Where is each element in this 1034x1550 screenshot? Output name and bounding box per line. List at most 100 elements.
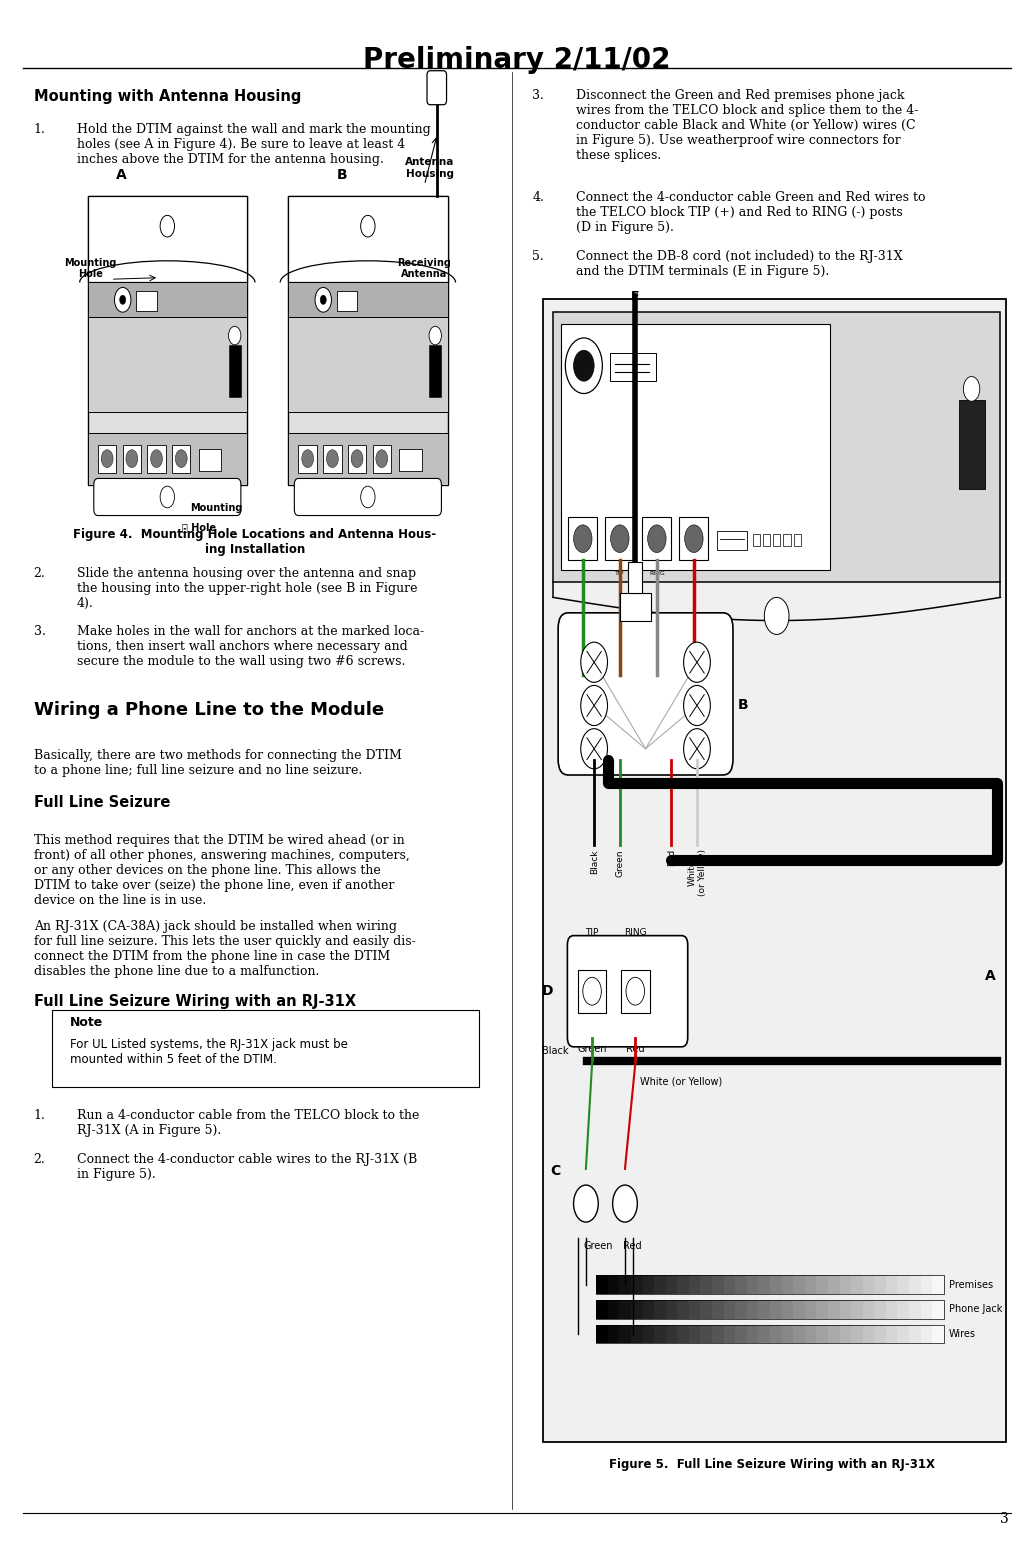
Bar <box>619 1300 631 1319</box>
Circle shape <box>327 449 338 468</box>
Circle shape <box>429 327 442 344</box>
Bar <box>712 1300 724 1319</box>
Bar <box>642 1276 655 1294</box>
Text: RED: RED <box>695 763 719 772</box>
FancyBboxPatch shape <box>295 479 442 516</box>
Bar <box>875 1300 886 1319</box>
Text: TIP: TIP <box>578 564 587 570</box>
Text: GRN: GRN <box>573 763 598 772</box>
Text: 3: 3 <box>1000 1511 1008 1525</box>
Bar <box>677 1276 689 1294</box>
Text: RING: RING <box>686 564 702 570</box>
Text: 2.: 2. <box>34 1153 45 1167</box>
FancyBboxPatch shape <box>288 195 448 282</box>
Bar <box>677 1325 689 1344</box>
FancyBboxPatch shape <box>98 445 117 473</box>
FancyBboxPatch shape <box>763 535 770 547</box>
Text: 4.: 4. <box>533 191 544 205</box>
Bar <box>875 1325 886 1344</box>
Bar <box>758 1325 770 1344</box>
Bar <box>862 1276 875 1294</box>
Text: Antenna
Housing: Antenna Housing <box>405 157 454 178</box>
Bar <box>619 1325 631 1344</box>
Bar <box>920 1276 933 1294</box>
Text: TIP: TIP <box>585 928 599 938</box>
Text: White (or Yellow): White (or Yellow) <box>640 1076 723 1087</box>
Circle shape <box>315 287 332 312</box>
Text: Figure 5.  Full Line Seizure Wiring with an RJ-31X: Figure 5. Full Line Seizure Wiring with … <box>609 1457 935 1471</box>
Circle shape <box>764 597 789 634</box>
Bar <box>597 1325 608 1344</box>
FancyBboxPatch shape <box>960 400 985 490</box>
Text: Hold the DTIM against the wall and mark the mounting
holes (see A in Figure 4). : Hold the DTIM against the wall and mark … <box>77 124 430 166</box>
FancyBboxPatch shape <box>88 282 247 318</box>
Bar <box>597 1276 944 1294</box>
Text: (+): (+) <box>585 941 600 950</box>
Text: Premises: Premises <box>949 1280 993 1290</box>
FancyBboxPatch shape <box>753 535 760 547</box>
FancyBboxPatch shape <box>299 445 317 473</box>
Bar <box>909 1325 920 1344</box>
Text: Figure 4.  Mounting Hole Locations and Antenna Hous-
ing Installation: Figure 4. Mounting Hole Locations and An… <box>73 529 436 556</box>
Bar <box>909 1300 920 1319</box>
Circle shape <box>574 1186 599 1221</box>
Circle shape <box>120 294 126 304</box>
FancyBboxPatch shape <box>679 518 708 560</box>
Bar <box>909 1276 920 1294</box>
Bar <box>747 1276 758 1294</box>
Bar <box>666 1325 677 1344</box>
Text: Mounting: Mounting <box>190 504 242 513</box>
Bar <box>666 1276 677 1294</box>
Circle shape <box>574 525 592 552</box>
Text: Mounting
Hole: Mounting Hole <box>64 257 117 279</box>
Text: Basically, there are two methods for connecting the DTIM
to a phone line; full l: Basically, there are two methods for con… <box>34 749 401 777</box>
FancyBboxPatch shape <box>288 318 448 412</box>
FancyBboxPatch shape <box>553 312 1000 581</box>
Bar <box>886 1325 898 1344</box>
Text: A: A <box>984 969 996 983</box>
Bar <box>920 1325 933 1344</box>
Bar <box>724 1300 735 1319</box>
Bar <box>933 1276 944 1294</box>
Bar <box>886 1300 898 1319</box>
Bar <box>898 1300 909 1319</box>
FancyBboxPatch shape <box>794 535 801 547</box>
Circle shape <box>151 449 162 468</box>
Text: LOCAL
TIP: LOCAL TIP <box>610 564 630 575</box>
Text: 3.: 3. <box>533 90 544 102</box>
Bar <box>712 1325 724 1344</box>
FancyBboxPatch shape <box>628 561 642 592</box>
Text: Red: Red <box>667 849 676 866</box>
Bar <box>758 1276 770 1294</box>
FancyBboxPatch shape <box>399 449 422 471</box>
Text: Full Line Seizure Wiring with an RJ-31X: Full Line Seizure Wiring with an RJ-31X <box>34 994 356 1009</box>
FancyBboxPatch shape <box>288 282 448 318</box>
Text: E: E <box>631 290 639 304</box>
Bar <box>597 1300 608 1319</box>
Text: Receiving
Antenna: Receiving Antenna <box>397 257 452 279</box>
Text: Green: Green <box>615 849 625 877</box>
Text: C: C <box>550 1164 560 1178</box>
FancyBboxPatch shape <box>337 290 357 310</box>
FancyBboxPatch shape <box>372 445 391 473</box>
Text: BRN: BRN <box>573 625 598 636</box>
Text: Green: Green <box>578 677 587 701</box>
Text: RING: RING <box>624 928 646 938</box>
Text: Green: Green <box>584 1242 613 1251</box>
Circle shape <box>683 642 710 682</box>
Circle shape <box>566 338 603 394</box>
Text: Mounting with Antenna Housing: Mounting with Antenna Housing <box>34 90 301 104</box>
Circle shape <box>626 978 644 1004</box>
Bar <box>862 1325 875 1344</box>
Bar <box>631 1325 642 1344</box>
Text: Note: Note <box>69 1015 102 1029</box>
Text: GRY: GRY <box>695 625 719 636</box>
Bar <box>933 1325 944 1344</box>
Bar <box>619 1276 631 1294</box>
Bar <box>770 1300 782 1319</box>
FancyBboxPatch shape <box>288 195 448 485</box>
Bar <box>817 1276 828 1294</box>
Bar <box>735 1325 747 1344</box>
Circle shape <box>361 487 375 508</box>
Bar <box>677 1300 689 1319</box>
